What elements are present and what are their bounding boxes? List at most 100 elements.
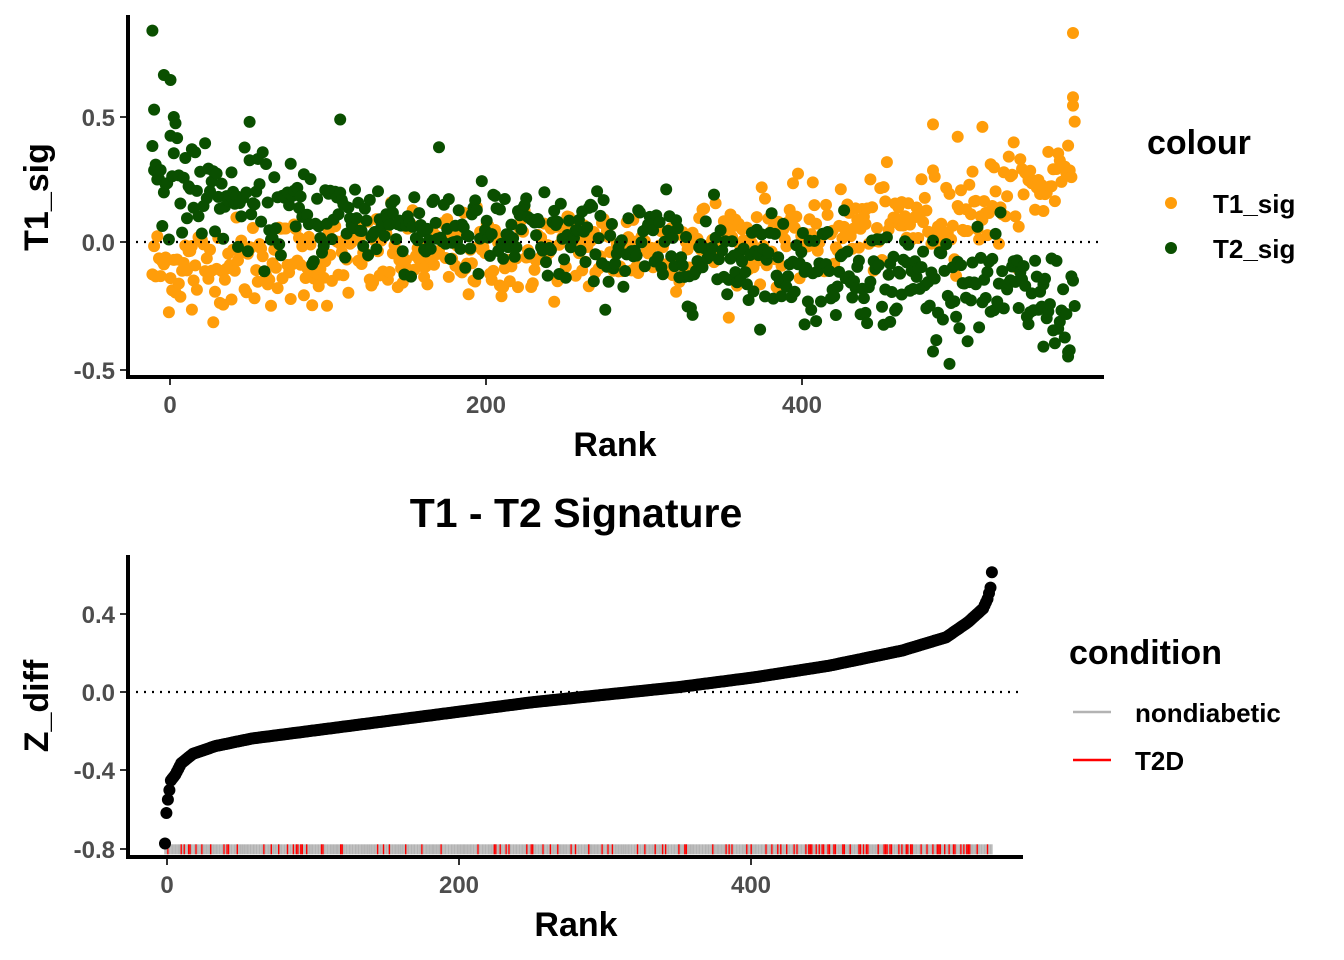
t2-sig-point <box>885 286 898 298</box>
t1-sig-point <box>321 299 333 312</box>
t2-sig-point <box>520 192 533 205</box>
t2-sig-point <box>996 265 1009 278</box>
t2-sig-point <box>413 207 426 220</box>
t1-sig-point <box>297 289 310 302</box>
t2-sig-point <box>510 241 523 254</box>
t2-sig-point <box>775 290 788 303</box>
t2-sig-point <box>551 215 564 228</box>
t2-sig-point <box>472 267 485 280</box>
t1-sig-point <box>248 292 261 305</box>
t1-sig-point <box>879 195 892 208</box>
t1-sig-point <box>1067 27 1079 39</box>
t2-sig-point <box>294 190 307 203</box>
t2-sig-point <box>821 226 834 238</box>
t1-sig-point <box>808 199 821 212</box>
t2-sig-point <box>217 232 230 245</box>
z-diff-point <box>985 566 998 579</box>
t1-sig-point <box>976 120 989 133</box>
t2-sig-point <box>480 214 493 227</box>
legend-key-t2-sig <box>1165 242 1177 254</box>
t2-sig-point <box>831 280 844 293</box>
t2-sig-point <box>930 334 943 347</box>
t2-sig-point <box>358 202 371 215</box>
legend-label-t2d: T2D <box>1135 746 1184 776</box>
plot-2-y-tick-label: 0.0 <box>82 680 115 707</box>
t2-sig-point <box>408 191 421 204</box>
plot-1-x-tick-label: 0 <box>163 392 176 419</box>
t2-sig-point <box>505 218 518 231</box>
t1-sig-point <box>154 270 167 283</box>
t2-sig-point <box>579 256 592 268</box>
legend-label-nondiabetic: nondiabetic <box>1135 698 1281 728</box>
t2-sig-point <box>311 192 324 205</box>
t2-sig-point <box>1012 302 1025 314</box>
t2-sig-point <box>192 210 205 223</box>
t2-sig-point <box>953 322 966 335</box>
t2-sig-point <box>195 227 208 240</box>
t1-sig-point <box>927 118 939 131</box>
t1-sig-point <box>1045 180 1058 193</box>
t2-sig-point <box>971 220 984 233</box>
t2-sig-point <box>523 247 536 260</box>
t1-sig-point <box>989 185 1002 198</box>
t2-sig-point <box>248 198 261 211</box>
t2-sig-point <box>671 222 684 235</box>
plot-2-y-tick-label: 0.4 <box>82 602 116 629</box>
t2-sig-point <box>1050 254 1063 267</box>
t2-sig-point <box>210 167 223 180</box>
t1-sig-point <box>877 181 890 194</box>
t2-sig-point <box>558 253 571 266</box>
t2-sig-point <box>615 234 628 247</box>
t1-sig-point <box>880 156 893 169</box>
t1-sig-point <box>428 258 440 271</box>
t2-sig-point <box>597 194 610 207</box>
t2-sig-point <box>538 186 551 199</box>
t2-sig-point <box>890 302 903 315</box>
t2-sig-point <box>940 238 953 251</box>
t2-sig-point <box>1039 272 1051 285</box>
t2-sig-point <box>235 210 248 223</box>
t1-sig-point <box>526 277 539 290</box>
t2-sig-point <box>656 268 669 281</box>
t2-sig-point <box>973 321 986 334</box>
t1-sig-point <box>528 263 541 276</box>
t2-sig-point <box>594 209 607 222</box>
t2-sig-point <box>179 152 192 164</box>
t2-sig-point <box>559 271 572 284</box>
t2-sig-point <box>927 234 939 247</box>
t2-sig-point <box>706 241 719 254</box>
t2-sig-point <box>981 266 994 278</box>
plot-1-y-tick-label: 0.0 <box>82 230 115 257</box>
t2-sig-point <box>1048 337 1061 350</box>
t1-sig-point <box>246 222 259 234</box>
t1-sig-point <box>487 264 500 277</box>
plot-2-x-tick-label: 0 <box>160 872 173 899</box>
t1-sig-point <box>859 218 872 230</box>
t2-sig-point <box>156 220 169 232</box>
t1-sig-point <box>670 285 683 298</box>
t2-sig-point <box>332 208 345 221</box>
t2-sig-point <box>508 250 521 263</box>
t1-sig-point <box>951 130 964 143</box>
t2-sig-point <box>162 233 175 246</box>
t1-sig-point <box>963 178 976 191</box>
t1-sig-point <box>256 250 269 263</box>
t1-sig-point <box>750 211 763 224</box>
t1-sig-point <box>187 274 200 287</box>
t2-sig-point <box>1062 350 1075 363</box>
t2-sig-point <box>935 247 948 260</box>
t2-sig-point <box>923 299 936 312</box>
t2-sig-point <box>260 158 272 170</box>
t2-sig-point <box>190 184 203 197</box>
t2-sig-point <box>362 249 375 262</box>
t2-sig-point <box>164 74 177 86</box>
t2-sig-point <box>782 270 795 283</box>
t1-sig-point <box>495 290 508 303</box>
t2-sig-point <box>255 215 268 228</box>
t2-sig-point <box>1022 318 1035 331</box>
t2-sig-point <box>1058 331 1071 344</box>
t2-sig-point <box>493 203 506 216</box>
t2-sig-point <box>304 173 317 186</box>
t1-sig-point <box>265 299 277 312</box>
t2-sig-point <box>507 232 520 245</box>
